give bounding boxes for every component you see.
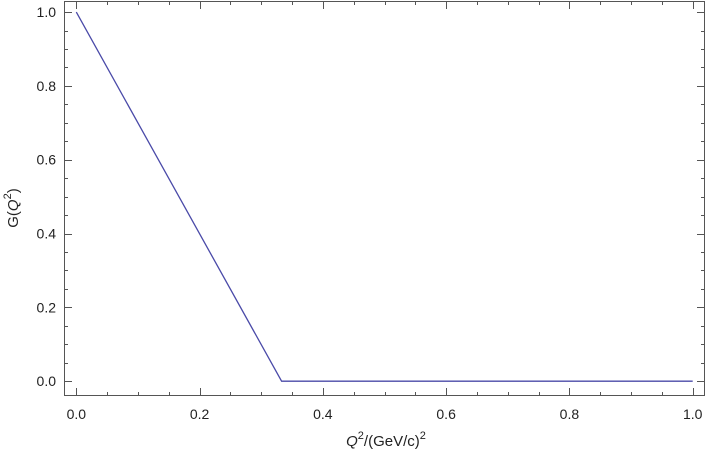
x-tick-label: 0.0 bbox=[67, 406, 87, 422]
x-tick-label: 1.0 bbox=[683, 406, 703, 422]
y-axis-label: G(Q2) bbox=[2, 188, 22, 227]
y-tick-label: 1.0 bbox=[37, 4, 57, 20]
plot-frame bbox=[64, 1, 705, 396]
x-axis-label: Q2/(GeV/c)2 bbox=[346, 430, 426, 450]
y-tick-label: 0.8 bbox=[37, 78, 57, 94]
x-tick-label: 0.4 bbox=[313, 406, 333, 422]
y-tick-label: 0.2 bbox=[37, 299, 57, 315]
x-tick-label: 0.8 bbox=[560, 406, 580, 422]
y-tick-label: 0.0 bbox=[37, 373, 57, 389]
y-tick-label: 0.6 bbox=[37, 152, 57, 168]
y-tick-label: 0.4 bbox=[37, 226, 57, 242]
tick-labels: 0.0 0.2 0.4 0.6 0.8 1.0 0.0 0.2 0.4 0.6 0.8 1.0 bbox=[37, 4, 703, 422]
x-tick-label: 0.2 bbox=[190, 406, 210, 422]
series-line-0 bbox=[75, 11, 693, 382]
series-group bbox=[75, 11, 693, 382]
x-tick-label: 0.6 bbox=[436, 406, 456, 422]
